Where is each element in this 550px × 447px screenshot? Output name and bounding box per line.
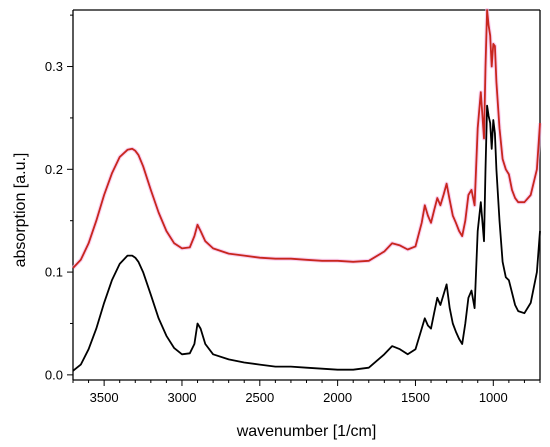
x-tick-label: 3000 (168, 390, 197, 405)
x-tick-label: 2500 (245, 390, 274, 405)
x-tick-label: 3500 (90, 390, 119, 405)
series-line-0 (72, 9, 541, 269)
y-tick-label: 0.3 (45, 59, 63, 74)
y-tick-label: 0.1 (45, 265, 63, 280)
y-tick-label: 0.2 (45, 162, 63, 177)
series-halo-0 (71, 8, 542, 270)
series-line-1 (72, 104, 541, 372)
y-axis-title: absorption [a.u.] (12, 153, 29, 268)
x-tick-label: 1000 (479, 390, 508, 405)
series-layer (71, 8, 542, 372)
x-axis: 3500 3000 2500 2000 1500 1000 (72, 380, 541, 405)
plot-area: 3500 3000 2500 2000 1500 1000 0.0 0.1 0.2 0.3 (45, 8, 542, 405)
x-tick-label: 2000 (323, 390, 352, 405)
y-tick-label: 0.0 (45, 367, 63, 382)
y-axis: 0.0 0.1 0.2 0.3 (45, 14, 73, 382)
x-tick-label: 1500 (401, 390, 430, 405)
x-axis-title: wavenumber [1/cm] (236, 423, 377, 440)
